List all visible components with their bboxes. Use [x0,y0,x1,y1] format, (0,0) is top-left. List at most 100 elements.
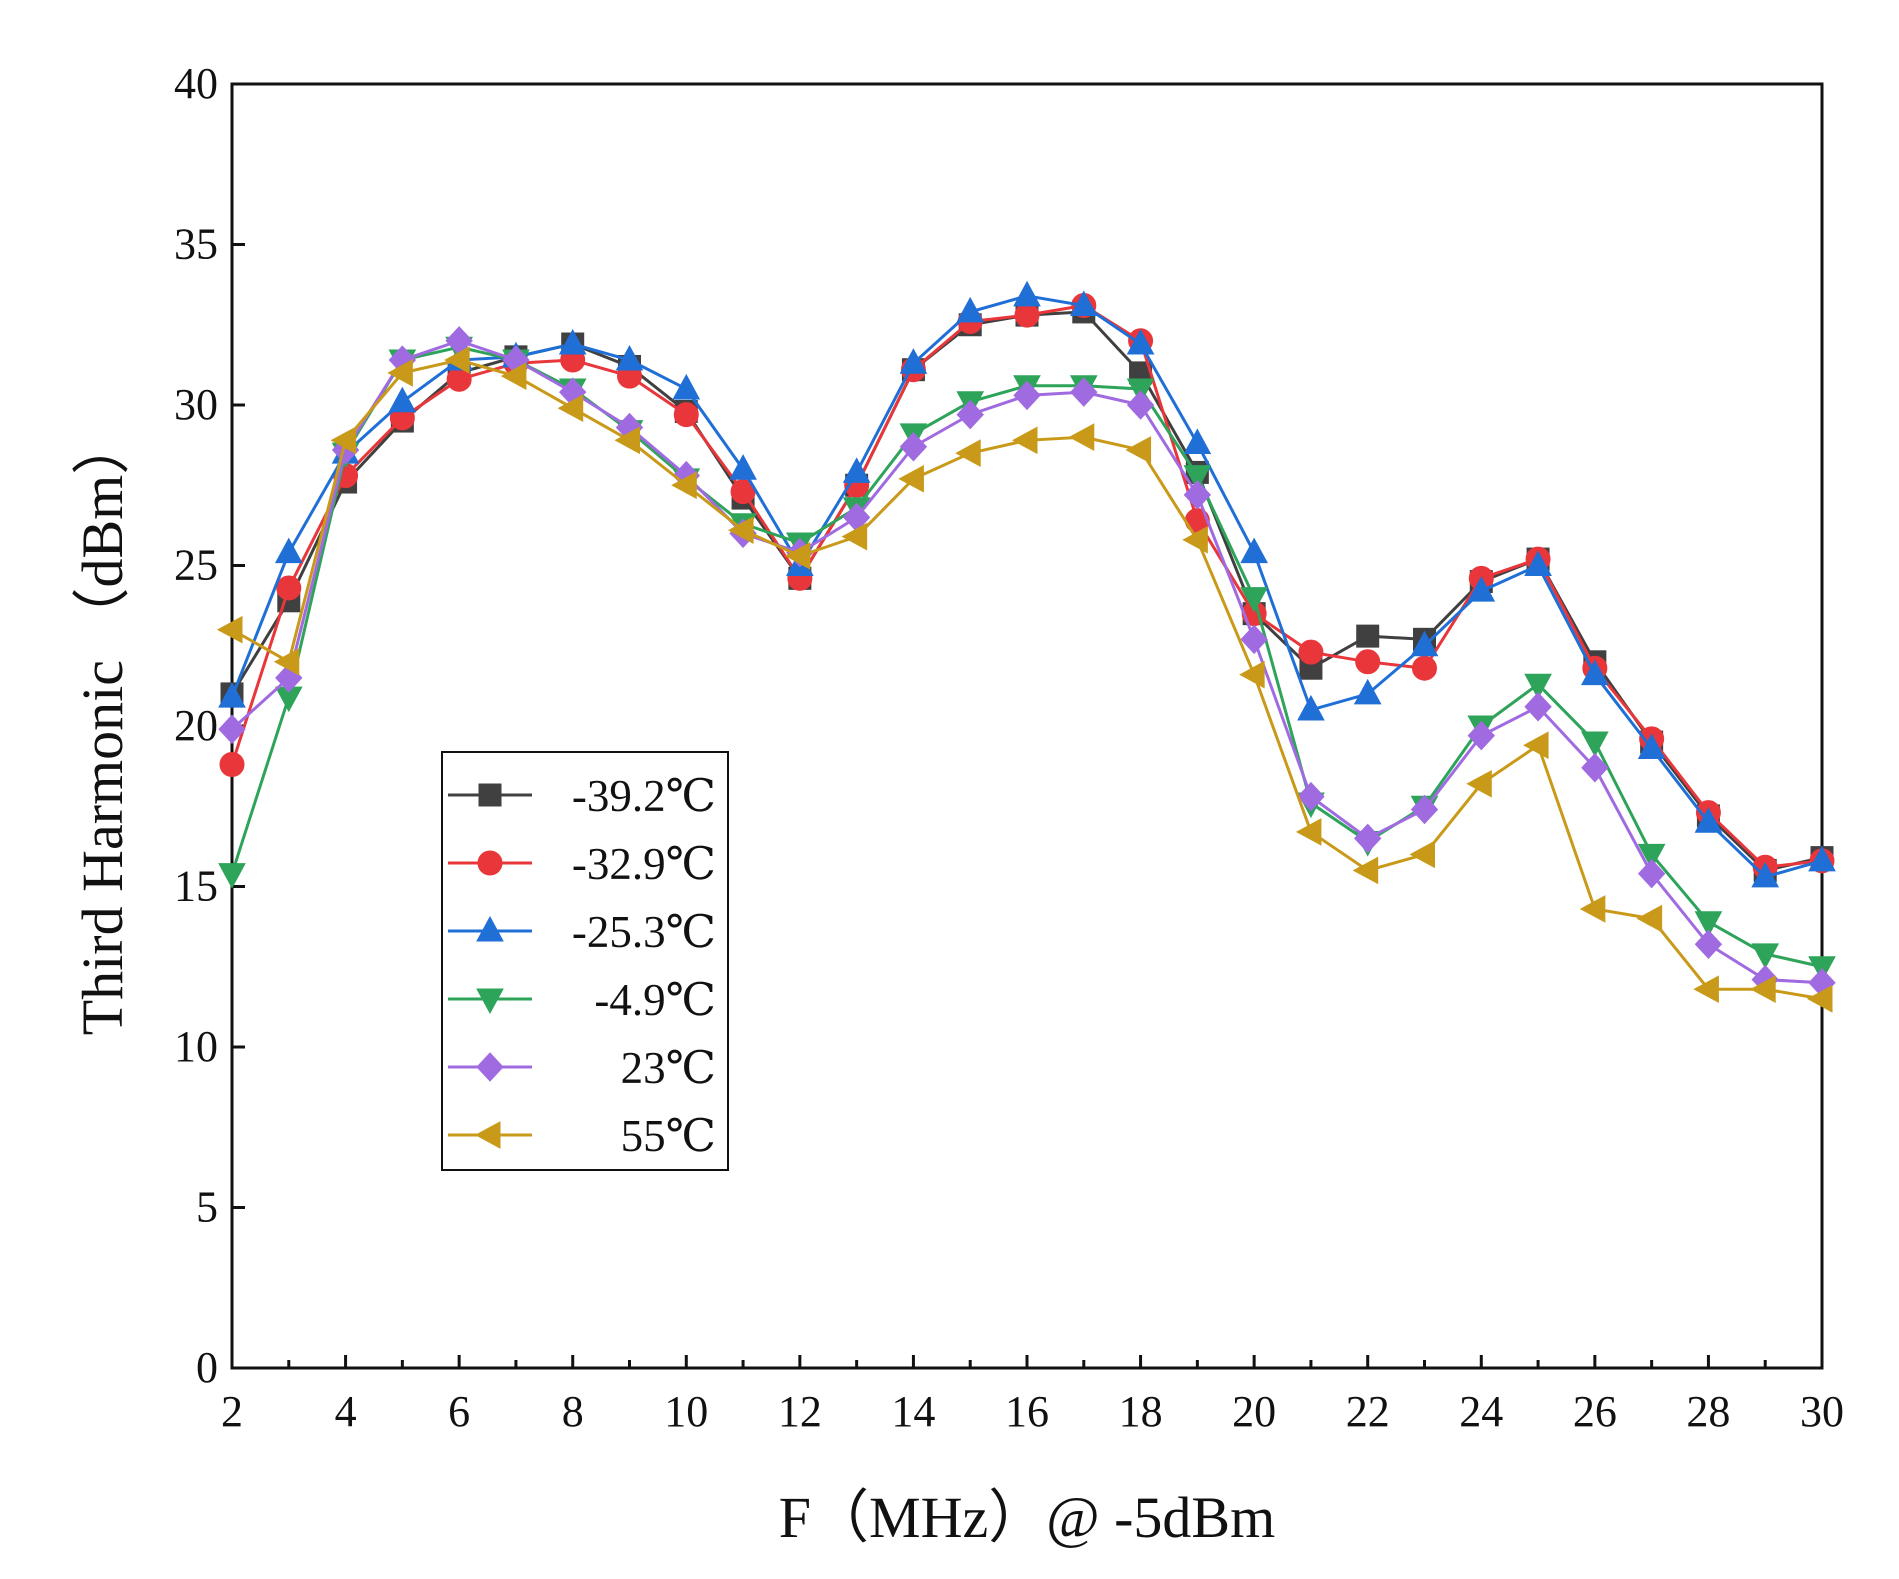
legend-marker [476,1052,504,1082]
data-point [1125,436,1152,464]
x-tick-label: 14 [891,1387,935,1436]
data-point [1467,576,1496,602]
y-tick-label: 30 [174,380,218,429]
data-point [500,362,527,390]
data-point [218,682,246,708]
data-point [1409,840,1435,869]
data-point [1239,660,1265,689]
data-point [1581,659,1609,686]
data-point [558,328,587,355]
data-point [1126,328,1155,355]
data-point [728,516,754,545]
x-axis-title: F（MHz）@ -5dBm [779,1485,1275,1550]
data-point [729,454,757,480]
legend-marker [478,783,502,807]
x-tick-label: 24 [1459,1387,1503,1436]
data-point [1466,769,1492,798]
legend-entry: -32.9℃ [448,839,716,889]
data-point [1808,845,1836,872]
data-point [1013,380,1041,411]
data-point [1297,781,1325,812]
series-layer [216,280,1836,1013]
data-point [1636,904,1663,933]
data-point [955,439,981,467]
legend-entry: 55℃ [448,1111,716,1161]
data-point [614,426,640,455]
data-point [219,752,245,778]
data-point [673,402,699,428]
data-point [1183,480,1212,510]
data-point [1524,673,1552,700]
data-point [1070,377,1098,407]
legend: -39.2℃ -32.9℃ -25.3℃ -4.9℃ 23℃ 55℃ [441,751,729,1171]
y-tick-label: 35 [174,220,218,269]
x-axis: 2 4 6 8 10 12 14 16 18 20 22 24 26 28 30 [221,1355,1844,1436]
y-tick-label: 25 [174,541,218,590]
data-point [1182,525,1208,554]
legend-entry: -4.9℃ [448,975,716,1025]
data-point [1183,428,1212,455]
data-point [1524,692,1552,722]
legend-label: 55℃ [621,1111,716,1161]
data-point [1694,807,1723,833]
data-point [1356,624,1380,648]
x-tick-label: 16 [1005,1387,1049,1436]
y-tick-label: 40 [174,59,218,108]
x-tick-label: 8 [562,1387,584,1436]
data-point [274,537,303,564]
data-point [218,714,246,744]
data-point [842,457,871,483]
data-point [1240,587,1268,613]
legend-box [441,751,729,1171]
data-point [899,431,928,462]
data-point [1295,818,1322,846]
data-point [330,426,357,455]
data-point [1694,911,1723,937]
legend-entry: -39.2℃ [448,771,716,821]
legend-label: 23℃ [621,1043,716,1093]
y-axis: 0 5 10 15 20 25 30 35 40 [174,59,245,1392]
x-tick-label: 4 [335,1387,357,1436]
data-point [1467,720,1495,751]
data-point [615,345,644,371]
data-point [1751,943,1780,969]
x-tick-label: 18 [1119,1387,1163,1436]
legend-label: -25.3℃ [572,907,716,957]
data-point [1750,975,1776,1004]
data-point [1637,733,1666,759]
data-point [1355,649,1381,675]
y-tick-label: 15 [174,862,218,911]
data-point [1581,752,1609,783]
data-point [1011,426,1038,455]
data-point [1297,694,1325,721]
legend-marker [474,1121,501,1149]
data-point [1806,985,1833,1013]
x-tick-label: 26 [1573,1387,1617,1436]
data-point [956,296,985,323]
x-tick-label: 28 [1686,1387,1730,1436]
data-point [1013,280,1041,307]
plot-area [230,82,1824,1370]
legend-marker [476,915,504,942]
series-6 [216,346,1833,1013]
data-point [1352,856,1379,885]
data-point [1751,861,1780,888]
data-point [1069,290,1098,316]
data-point [1354,823,1382,854]
data-point [1581,731,1609,758]
data-point [898,464,924,493]
data-point [388,386,417,413]
data-point [216,615,243,644]
x-tick-label: 20 [1232,1387,1276,1436]
data-point [671,471,697,500]
legend-label: -39.2℃ [572,771,716,821]
data-point [1637,843,1666,870]
data-point [444,346,470,374]
y-tick-label: 5 [196,1183,218,1232]
data-point [387,359,413,387]
data-point [1240,624,1268,655]
data-point [276,575,302,601]
data-point [1183,465,1212,491]
data-point [1240,537,1268,564]
